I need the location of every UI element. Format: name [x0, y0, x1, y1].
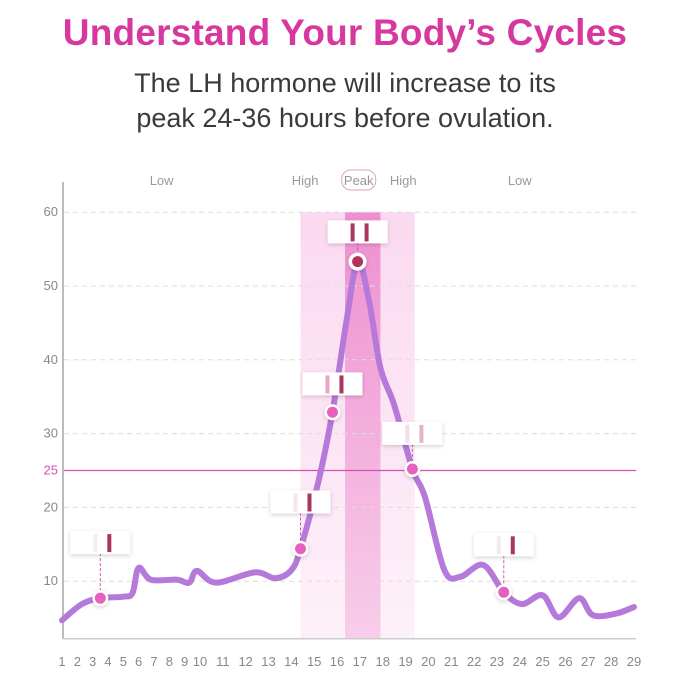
x-tick-label: 22	[467, 654, 481, 669]
data-point	[406, 463, 418, 475]
control-line	[325, 375, 330, 394]
x-tick-label: 1	[58, 654, 65, 669]
y-tick-label: 20	[44, 499, 58, 514]
x-tick-label: 8	[166, 654, 173, 669]
test-strip-card	[302, 372, 363, 396]
x-tick-label: 18	[375, 654, 389, 669]
test-strip-marker	[70, 531, 131, 607]
x-tick-label: 17	[353, 654, 367, 669]
data-point	[326, 406, 338, 418]
test-strip-marker	[473, 533, 534, 601]
data-point	[498, 586, 510, 598]
test-strip-marker	[382, 421, 443, 478]
y-tick-label: 30	[44, 426, 58, 441]
test-strip-card	[270, 490, 331, 514]
test-strip-card	[382, 421, 443, 445]
test-strip-card	[473, 533, 534, 557]
x-tick-label: 26	[558, 654, 572, 669]
subtitle-line-2: peak 24-36 hours before ovulation.	[136, 103, 554, 133]
subtitle-line-1: The LH hormone will increase to its	[134, 68, 556, 98]
data-point	[94, 592, 106, 604]
x-tick-label: 24	[513, 654, 527, 669]
x-tick-label: 23	[490, 654, 504, 669]
control-line	[496, 536, 501, 555]
x-tick-label: 4	[104, 654, 111, 669]
x-tick-label: 7	[150, 654, 157, 669]
test-strip-card	[70, 531, 131, 555]
control-line	[293, 493, 298, 512]
y-tick-label: 50	[44, 278, 58, 293]
x-tick-label: 21	[444, 654, 458, 669]
phase-label-high: High	[292, 173, 319, 188]
x-tick-label: 14	[284, 654, 298, 669]
control-line	[93, 534, 98, 553]
x-tick-label: 20	[421, 654, 435, 669]
peak-pill	[341, 169, 377, 191]
threshold-label: 25	[44, 463, 58, 478]
subtitle: The LH hormone will increase to its peak…	[0, 66, 690, 136]
y-tick-label: 40	[44, 352, 58, 367]
x-tick-label: 25	[535, 654, 549, 669]
x-tick-label: 2	[74, 654, 81, 669]
data-point	[294, 543, 306, 555]
x-tick-label: 15	[307, 654, 321, 669]
lh-series-line	[59, 258, 637, 624]
test-line	[107, 534, 112, 553]
phase-label-low: Low	[508, 173, 532, 188]
test-strip-card	[327, 220, 388, 244]
x-tick-label: 13	[261, 654, 275, 669]
test-strip-marker	[270, 490, 331, 557]
page-title: Understand Your Body’s Cycles	[62, 12, 628, 53]
control-line	[350, 223, 355, 242]
test-line	[419, 424, 424, 443]
x-tick-label: 10	[193, 654, 207, 669]
test-strip-marker	[302, 372, 363, 421]
x-tick-label: 29	[627, 654, 641, 669]
x-tick-label: 27	[581, 654, 595, 669]
x-tick-label: 11	[216, 654, 230, 669]
phase-label-high: High	[390, 173, 417, 188]
control-line	[405, 424, 410, 443]
phase-label-low: Low	[150, 173, 174, 188]
test-line	[364, 223, 369, 242]
test-line	[307, 493, 312, 512]
test-line	[510, 536, 515, 555]
x-tick-label: 6	[135, 654, 142, 669]
y-tick-label: 60	[44, 204, 58, 219]
x-tick-label: 12	[238, 654, 252, 669]
test-line	[339, 375, 344, 394]
test-strip-marker	[327, 220, 388, 271]
x-tick-label: 16	[330, 654, 344, 669]
peak-data-point	[352, 256, 364, 268]
x-tick-label: 28	[604, 654, 618, 669]
y-tick-label: 10	[44, 573, 58, 588]
x-tick-label: 3	[89, 654, 96, 669]
phase-label-peak: Peak	[344, 173, 374, 188]
x-tick-label: 9	[181, 654, 188, 669]
x-tick-label: 19	[398, 654, 412, 669]
x-tick-label: 5	[120, 654, 127, 669]
